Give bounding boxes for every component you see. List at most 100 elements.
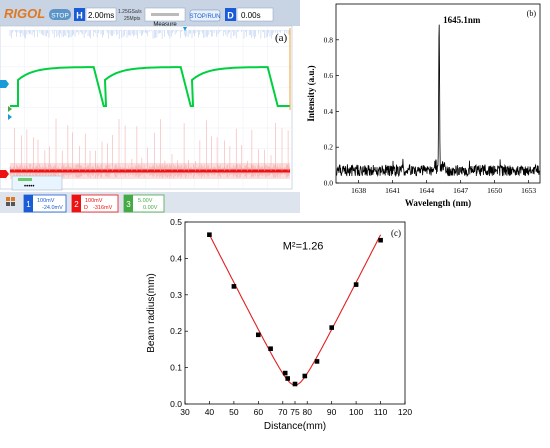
beam-data-point (268, 346, 273, 351)
ch2-offset: -316mV (93, 205, 113, 211)
run-state-text: STOP (51, 13, 69, 20)
ch3-marker-icon (8, 106, 12, 112)
sample-rate: 1.25GSa/s (118, 9, 142, 15)
spectrum-x-tick-label: 1641 (385, 186, 400, 195)
spectrum-x-tick-label: 1653 (521, 186, 536, 195)
ch1-offset: -24.0mV (42, 205, 63, 211)
trigger-position-icon (183, 27, 187, 31)
panel-b-label: (b) (527, 9, 537, 18)
measure-button[interactable]: Measure (153, 22, 177, 28)
spectrum-x-tick-label: 1650 (487, 186, 502, 195)
ch2-badge (72, 195, 81, 212)
spectrum-y-axis-label: Intensity (a.u.) (306, 65, 316, 121)
spectrum-chart-panel: 1638 1641 1644 1647 1650 1653 0.0 0.2 0.4 0.6 0.8 … (302, 0, 550, 214)
beam-radius-chart-panel: 30 40 50 60 70 75 80 90 100 110 120 0.0 0.1 0.2 0.3 0.4… (140, 214, 430, 443)
beam-data-point (285, 376, 290, 381)
beam-x-tick-label: 60 (254, 407, 264, 417)
spectrum-plot-frame (335, 3, 541, 184)
beam-x-axis-label: Distance(mm) (264, 421, 326, 432)
menu-grid-icon[interactable] (6, 197, 15, 206)
beam-fit-curve (208, 234, 382, 386)
beam-y-tick-label: 0.1 (170, 363, 182, 373)
beam-y-tick-label: 0.0 (170, 399, 182, 409)
beam-x-tick-label: 80 (302, 407, 312, 417)
menu-popup-bar (18, 178, 32, 181)
ch1-badge (24, 195, 33, 212)
ch2-marker-icon[interactable] (0, 170, 9, 178)
beam-data-point (353, 282, 359, 287)
spectrum-x-tick-label: 1638 (351, 186, 366, 195)
trigger-position-track (151, 13, 179, 16)
beam-data-point (302, 373, 308, 379)
spectrum-x-axis-label: Wavelength (nm) (405, 198, 471, 208)
ch1-trace (10, 66, 290, 107)
ch2-offset-prefix: D (84, 205, 88, 211)
beam-x-tick-label: 30 (180, 407, 190, 417)
spectrum-axis-ticks: 1638 1641 1644 1647 1650 1653 0.0 0.2 0.4 0.6 0.8 (324, 35, 537, 195)
beam-y-tick-label: 0.4 (170, 253, 182, 263)
timebase-value: 2.00ms (88, 11, 114, 20)
spectrum-y-tick-label: 0.6 (324, 71, 334, 80)
spectrum-y-tick-label: 0.2 (324, 143, 334, 152)
ch3-scale: 5.00V (138, 198, 153, 204)
beam-x-tick-label: 40 (205, 407, 215, 417)
beam-x-tick-label: 100 (349, 407, 363, 417)
beam-data-point (282, 370, 288, 376)
delay-value: 0.00s (241, 11, 261, 20)
run-state-badge[interactable] (49, 9, 71, 20)
ch2-number: 2 (74, 200, 79, 209)
beam-axis-ticks: 30 40 50 60 70 75 80 90 100 110 120 0.0 0.1 0.2 0.3 0.4… (170, 217, 412, 417)
beam-data-point (207, 232, 212, 237)
beam-x-tick-label: 90 (327, 407, 337, 417)
ch3-offset: 0.00V (143, 205, 158, 211)
ch3-badge (124, 195, 133, 212)
spectrum-x-tick-label: 1647 (453, 186, 468, 195)
ch1-marker-icon[interactable] (0, 80, 9, 88)
delay-icon[interactable] (225, 8, 236, 21)
timebase-label: H (76, 11, 83, 21)
beam-radius-chart: 30 40 50 60 70 75 80 90 100 110 120 0.0 0.1 0.2 0.3 0.4… (146, 217, 412, 432)
ch2-trace-band (9, 163, 291, 179)
ch1-scale: 100mV (37, 198, 55, 204)
beam-y-tick-label: 0.3 (170, 290, 182, 300)
beam-data-point (329, 325, 334, 330)
beam-x-tick-label: 50 (229, 407, 239, 417)
brand-logo: RIGOL (4, 6, 45, 21)
spectrum-y-tick-label: 0.4 (324, 107, 334, 116)
oscilloscope-panel: RIGOL STOP H 2.00ms 1.25GSa/s 25Mpts Mea… (0, 0, 300, 213)
beam-x-tick-label: 110 (374, 407, 388, 417)
spectrum-y-tick-label: 0.8 (324, 35, 334, 44)
delay-label: D (227, 11, 234, 21)
peak-annotation: 1645.1nm (443, 15, 481, 25)
spectrum-x-tick-label: 1644 (419, 186, 434, 195)
beam-y-tick-label: 0.5 (170, 217, 182, 227)
beam-y-axis-label: Beam radius(mm) (146, 273, 157, 352)
menu-popup-text: ••••• (24, 184, 35, 190)
beam-x-tick-label: 120 (398, 407, 412, 417)
timebase-box[interactable] (85, 7, 117, 22)
beam-data-point (292, 381, 298, 387)
memory-depth: 25Mpts (124, 16, 141, 22)
beam-y-tick-label: 0.2 (170, 326, 182, 336)
stop-run-label: STOP/RUN (190, 14, 221, 20)
beam-x-tick-label: 70 (278, 407, 288, 417)
panel-c-label: (c) (391, 228, 401, 238)
ch2-trace-spikes (14, 118, 289, 171)
stop-run-button[interactable] (189, 9, 221, 22)
beam-x-tick-label: 75 (290, 407, 300, 417)
m2-annotation: M²=1.26 (283, 240, 324, 252)
ch3-number: 3 (126, 200, 131, 209)
ch1-number: 1 (26, 200, 31, 209)
oscilloscope-screen: RIGOL STOP H 2.00ms 1.25GSa/s 25Mpts Mea… (0, 0, 300, 213)
delay-box[interactable] (236, 7, 274, 22)
spectrum-series-line (336, 24, 540, 178)
beam-data-points (207, 232, 383, 387)
ch3-trace (9, 30, 290, 39)
panel-a-label: (a) (275, 32, 288, 44)
timebase-icon[interactable] (74, 8, 85, 21)
trigger-marker-icon (8, 114, 12, 120)
ch2-scale: 100mV (85, 198, 103, 204)
beam-data-point (378, 237, 383, 243)
spectrum-y-tick-label: 0.0 (324, 179, 334, 188)
spectrum-chart: 1638 1641 1644 1647 1650 16530.00.20.40.60.8 … (306, 3, 541, 208)
